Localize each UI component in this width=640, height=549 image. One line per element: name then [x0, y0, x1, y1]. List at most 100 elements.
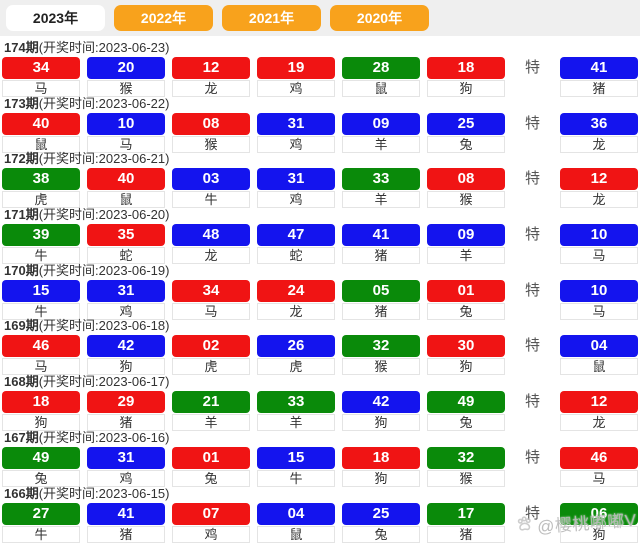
tab-year-1[interactable]: 2022年: [114, 5, 213, 31]
zodiac-label: 羊: [342, 135, 420, 153]
draw-period: 173期: [4, 95, 39, 111]
number-ball: 32: [342, 335, 420, 358]
number-cell: 08 猴: [427, 168, 505, 209]
tab-year-3[interactable]: 2020年: [330, 5, 429, 31]
number-ball: 04: [257, 502, 335, 525]
number-cell: 31 鸡: [257, 112, 335, 153]
zodiac-label: 龙: [560, 414, 638, 432]
number-cell: 15 牛: [2, 279, 80, 320]
number-cell: 49 兔: [2, 446, 80, 487]
zodiac-label: 虎: [172, 358, 250, 376]
number-ball: 18: [342, 446, 420, 469]
special-marker-col: 特: [512, 224, 553, 264]
zodiac-label: 牛: [2, 302, 80, 320]
zodiac-label: 羊: [257, 414, 335, 432]
draw-numbers: 34 马 20 猴 12 龙 19 鸡 28 鼠 18 狗特 41 猪: [2, 57, 638, 97]
tab-year-0[interactable]: 2023年: [6, 5, 105, 31]
number-cell: 28 鼠: [342, 57, 420, 97]
number-cell: 32 猴: [427, 446, 505, 487]
draw-numbers: 49 兔 31 鸡 01 兔 15 牛 18 狗 32 猴特 46 马: [2, 446, 638, 487]
number-ball: 40: [87, 168, 165, 191]
special-cell: 06 狗: [560, 502, 638, 543]
number-ball: 08: [427, 168, 505, 191]
zodiac-label: 猪: [342, 302, 420, 320]
draw-period: 169期: [4, 318, 39, 334]
draw-row: 168期(开奖时间:2023-06-17) 18 狗 29 猪 21 羊 33 羊 42 狗 49 兔特…: [2, 374, 638, 432]
number-ball: 29: [87, 391, 165, 414]
special-marker: 特: [524, 448, 540, 466]
zodiac-label: 羊: [427, 247, 505, 265]
number-cell: 25 兔: [427, 112, 505, 153]
number-ball: 05: [342, 279, 420, 302]
number-ball: 04: [560, 335, 638, 358]
number-ball: 25: [427, 112, 505, 135]
number-ball: 31: [87, 279, 165, 302]
number-ball: 18: [2, 391, 80, 414]
number-cell: 32 猴: [342, 335, 420, 376]
special-marker-col: 特: [512, 280, 553, 320]
special-cell: 10 马: [560, 279, 638, 320]
draw-header: 172期(开奖时间:2023-06-21): [2, 151, 638, 166]
zodiac-label: 猴: [342, 358, 420, 376]
number-ball: 36: [560, 112, 638, 135]
special-cell: 41 猪: [560, 57, 638, 97]
number-cell: 15 牛: [257, 446, 335, 487]
number-ball: 34: [172, 279, 250, 302]
special-marker: 特: [524, 114, 540, 132]
zodiac-label: 兔: [427, 302, 505, 320]
zodiac-label: 羊: [342, 191, 420, 209]
zodiac-label: 猪: [87, 414, 165, 432]
draw-row: 169期(开奖时间:2023-06-18) 46 马 42 狗 02 虎 26 虎 32 猴 30 狗特…: [2, 318, 638, 376]
number-ball: 12: [172, 57, 250, 79]
number-cell: 30 狗: [427, 335, 505, 376]
number-ball: 18: [427, 57, 505, 79]
draw-period: 166期: [4, 485, 39, 501]
draw-time: (开奖时间:2023-06-21): [38, 151, 170, 167]
number-ball: 39: [2, 224, 80, 247]
number-cell: 05 猪: [342, 279, 420, 320]
zodiac-label: 龙: [560, 135, 638, 153]
number-cell: 08 猴: [172, 112, 250, 153]
draw-period: 168期: [4, 374, 39, 390]
zodiac-label: 鼠: [2, 135, 80, 153]
special-cell: 12 龙: [560, 391, 638, 432]
zodiac-label: 鼠: [342, 80, 420, 97]
special-marker-col: 特: [512, 168, 553, 208]
number-cell: 34 马: [2, 57, 80, 97]
number-ball: 28: [342, 57, 420, 79]
special-marker-col: 特: [512, 391, 553, 431]
draw-time: (开奖时间:2023-06-23): [38, 40, 170, 55]
number-ball: 32: [427, 446, 505, 469]
number-ball: 33: [257, 391, 335, 414]
draw-numbers: 38 虎 40 鼠 03 牛 31 鸡 33 羊 08 猴特 12 龙: [2, 168, 638, 209]
number-ball: 25: [342, 502, 420, 525]
zodiac-label: 狗: [87, 358, 165, 376]
number-cell: 41 猪: [342, 224, 420, 265]
number-cell: 27 牛: [2, 502, 80, 543]
zodiac-label: 猪: [342, 247, 420, 265]
zodiac-label: 马: [87, 135, 165, 153]
draw-time: (开奖时间:2023-06-18): [38, 318, 170, 334]
tab-year-2[interactable]: 2021年: [222, 5, 321, 31]
number-cell: 47 蛇: [257, 224, 335, 265]
number-ball: 02: [172, 335, 250, 358]
draw-time: (开奖时间:2023-06-16): [38, 429, 170, 445]
number-cell: 41 猪: [87, 502, 165, 543]
draw-header: 169期(开奖时间:2023-06-18): [2, 318, 638, 333]
number-cell: 09 羊: [427, 224, 505, 265]
special-marker: 特: [524, 337, 540, 355]
number-ball: 49: [427, 391, 505, 414]
number-ball: 49: [2, 446, 80, 469]
draw-numbers: 39 牛 35 蛇 48 龙 47 蛇 41 猪 09 羊特 10 马: [2, 224, 638, 265]
draw-period: 174期: [4, 40, 39, 55]
number-cell: 07 鸡: [172, 502, 250, 543]
draw-row: 167期(开奖时间:2023-06-16) 49 兔 31 鸡 01 兔 15 牛 18 狗 32 猴特…: [2, 429, 638, 487]
number-ball: 15: [2, 279, 80, 302]
number-ball: 10: [87, 112, 165, 135]
number-ball: 08: [172, 112, 250, 135]
number-cell: 04 鼠: [257, 502, 335, 543]
draw-numbers: 40 鼠 10 马 08 猴 31 鸡 09 羊 25 兔特 36 龙: [2, 112, 638, 153]
draw-header: 170期(开奖时间:2023-06-19): [2, 263, 638, 278]
zodiac-label: 龙: [172, 80, 250, 97]
zodiac-label: 猪: [87, 525, 165, 543]
